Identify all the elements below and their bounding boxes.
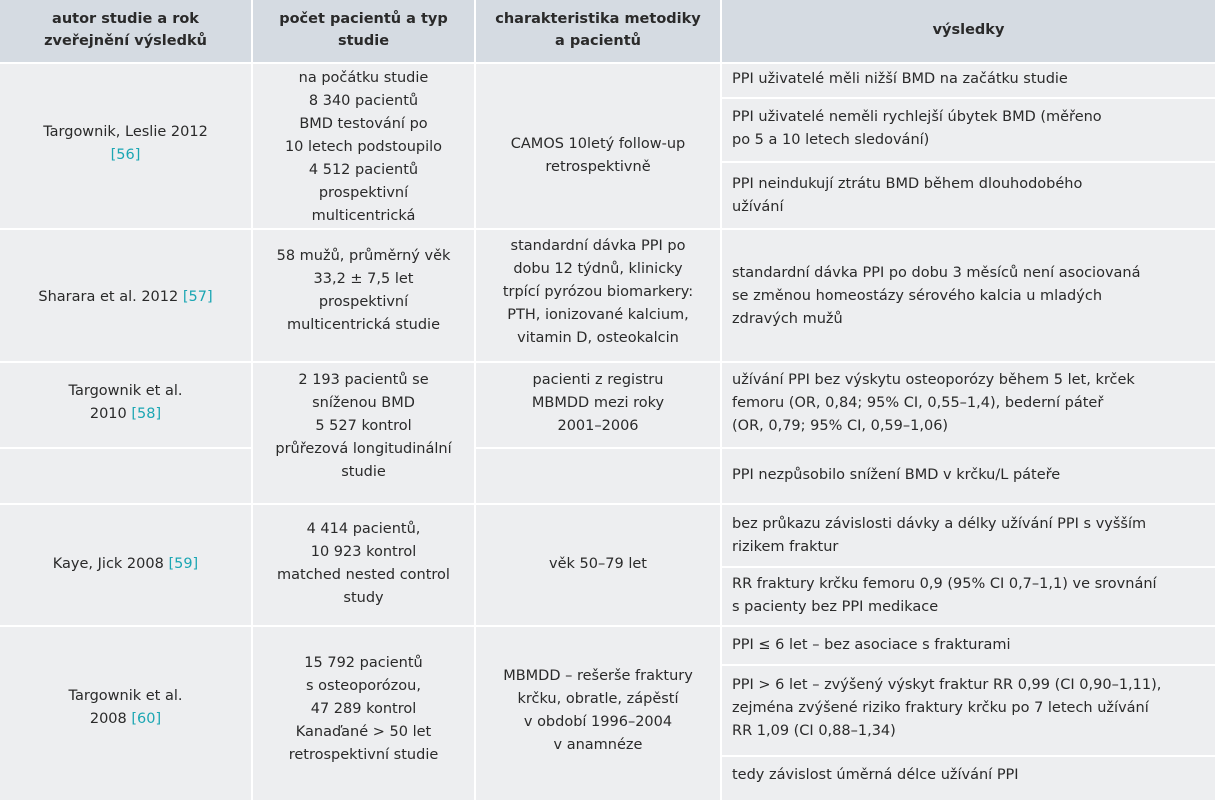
column-divider xyxy=(474,0,476,800)
table-cell-result: standardní dávka PPI po dobu 3 měsíců ne… xyxy=(732,265,1141,327)
column-divider xyxy=(251,0,253,800)
table-cell-author: Targownik et al. 2008 [60] xyxy=(68,688,183,727)
table-cell-method: CAMOS 10letý follow-up retrospektivně xyxy=(510,136,686,175)
table-cell-author: Kaye, Jick 2008 [59] xyxy=(52,556,199,572)
reference-link[interactable]: [60] xyxy=(131,711,162,727)
header-patients: počet pacientů a typ studie xyxy=(253,8,474,52)
table-cell-patients: 4 414 pacientů, 10 923 kontrol matched nes… xyxy=(277,521,450,606)
table-cell-result: bez průkazu závislosti dávky a délky uží… xyxy=(732,516,1147,555)
table-cell-author: Targownik, Leslie 2012 [56] xyxy=(0,121,251,167)
row-divider xyxy=(0,503,1215,505)
row-divider xyxy=(476,447,1215,449)
table-cell-result: PPI nezpůsobilo snížení BMD v krčku/L pá… xyxy=(732,467,1061,483)
table-cell-result: PPI uživatelé neměli rychlejší úbytek BM… xyxy=(732,109,1102,148)
row-divider xyxy=(722,566,1215,568)
table-body-bg xyxy=(0,62,1215,800)
table-cell-method: věk 50–79 let xyxy=(549,556,647,572)
table-cell-method: standardní dávka PPI po dobu 12 týdnů, kl… xyxy=(502,238,694,346)
reference-link[interactable]: [56] xyxy=(110,147,141,163)
reference-link[interactable]: [58] xyxy=(131,406,162,422)
table-cell-result: PPI > 6 let – zvýšený výskyt fraktur RR … xyxy=(732,677,1162,739)
row-divider xyxy=(0,625,1215,627)
table-cell-method: pacienti z registru MBMDD mezi roky 2001–2… xyxy=(531,372,665,434)
table-cell-result: tedy závislost úměrná délce užívání PPI xyxy=(732,767,1019,783)
row-divider xyxy=(0,361,1215,363)
row-divider xyxy=(722,755,1215,757)
header-author: autor studie a rok zveřejnění výsledků xyxy=(0,8,251,52)
row-divider xyxy=(0,447,251,449)
row-divider xyxy=(0,228,1215,230)
row-divider xyxy=(722,97,1215,99)
table-cell-method: MBMDD – rešerše fraktury krčku, obratle, … xyxy=(503,668,693,753)
row-divider xyxy=(0,62,1215,64)
table-cell-patients: na počátku studie 8 340 pacientů BMD testo… xyxy=(284,70,443,224)
table-cell-result: užívání PPI bez výskytu osteoporózy běhe… xyxy=(732,372,1135,434)
header-results: výsledky xyxy=(722,19,1215,41)
table-cell-patients: 2 193 pacientů se sníženou BMD 5 527 kontr… xyxy=(275,372,452,480)
header-method: charakteristika metodiky a pacientů xyxy=(476,8,720,52)
table-cell-result: RR fraktury krčku femoru 0,9 (95% CI 0,7… xyxy=(732,576,1157,615)
reference-link[interactable]: [59] xyxy=(168,556,199,572)
table-cell-result: PPI neindukují ztrátu BMD během dlouhodo… xyxy=(732,176,1083,215)
table-cell-result: PPI uživatelé měli nižší BMD na začátku … xyxy=(732,71,1068,87)
table-cell-patients: 58 mužů, průměrný věk 33,2 ± 7,5 let prosp… xyxy=(276,248,451,333)
column-divider xyxy=(720,0,722,800)
row-divider xyxy=(722,161,1215,163)
row-divider xyxy=(722,664,1215,666)
table-cell-patients: 15 792 pacientů s osteoporózou, 47 289 kon… xyxy=(288,655,439,763)
table-cell-author: Targownik et al. 2010 [58] xyxy=(68,383,183,422)
table-cell-author: Sharara et al. 2012 [57] xyxy=(38,289,213,305)
reference-link[interactable]: [57] xyxy=(182,289,213,305)
table-cell-result: PPI ≤ 6 let – bez asociace s frakturami xyxy=(732,637,1011,653)
